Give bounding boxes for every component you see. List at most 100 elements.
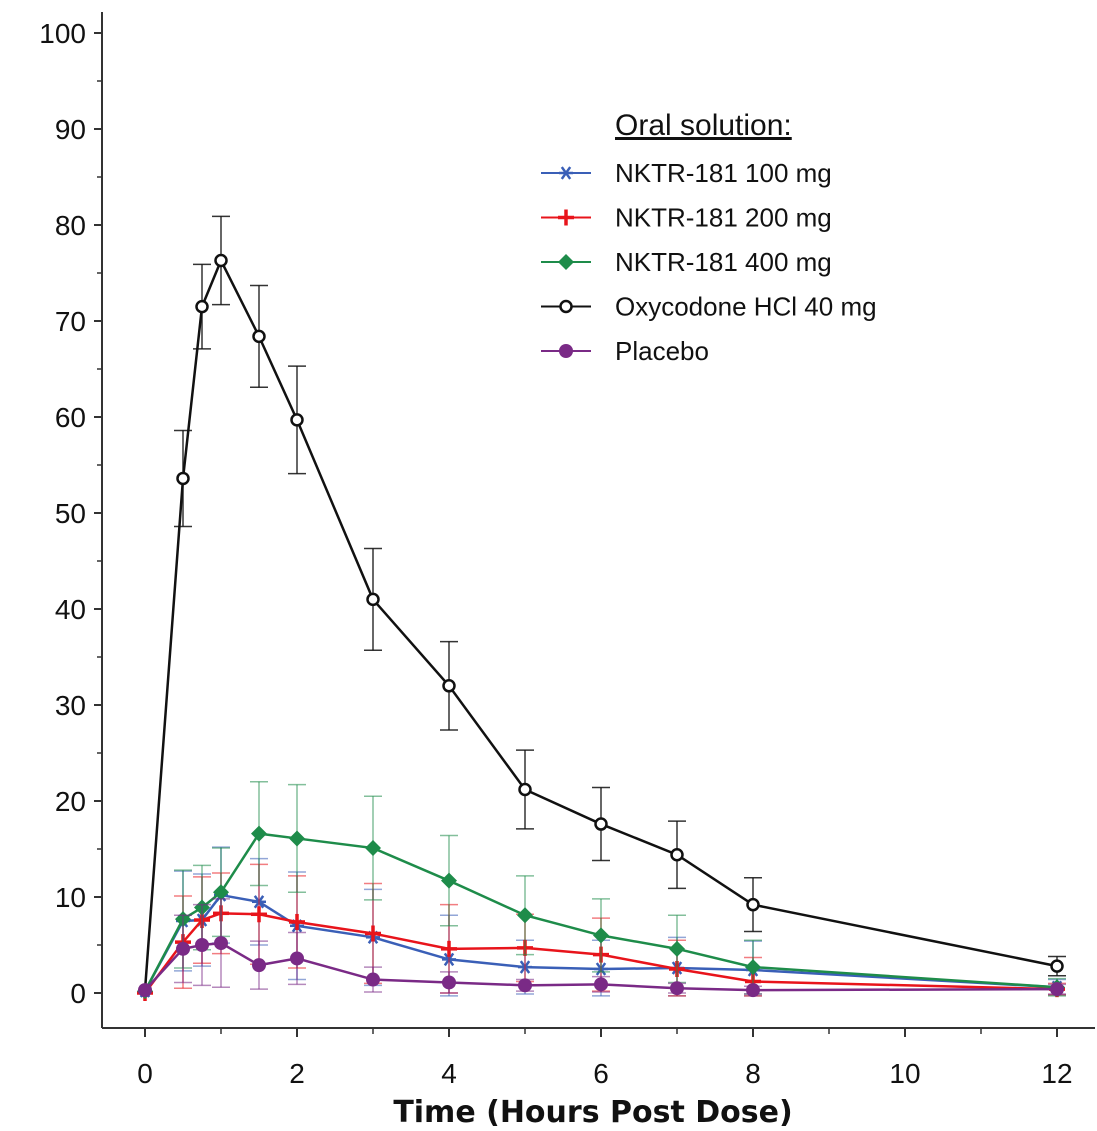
data-point	[593, 927, 609, 944]
y-tick-label: 0	[70, 978, 86, 1009]
marker-shape	[289, 830, 305, 847]
x-tick-label: 0	[137, 1058, 153, 1089]
data-point	[594, 977, 608, 992]
marker-shape	[138, 983, 152, 998]
legend-item: NKTR-181 200 mg	[541, 203, 832, 233]
data-point	[442, 679, 456, 693]
series-line	[143, 257, 1058, 991]
series-4	[138, 898, 1066, 998]
data-point	[176, 941, 190, 956]
data-point	[214, 253, 228, 268]
data-point	[252, 958, 266, 973]
legend-label: Placebo	[615, 336, 709, 366]
legend-item: Placebo	[541, 336, 709, 366]
marker-shape	[594, 817, 608, 831]
marker-shape	[195, 938, 209, 952]
x-tick-label: 6	[593, 1058, 609, 1089]
marker-shape	[745, 959, 761, 976]
data-point	[251, 825, 267, 842]
legend: Oral solution: NKTR-181 100 mg NKTR-181 2…	[541, 109, 877, 366]
marker-shape	[670, 981, 684, 996]
data-point	[518, 978, 532, 993]
legend-label: Oxycodone HCl 40 mg	[615, 292, 877, 322]
data-point	[746, 897, 760, 912]
data-point	[195, 299, 209, 314]
y-tick-label: 100	[39, 18, 86, 49]
marker-shape	[441, 872, 457, 889]
legend-item: Oxycodone HCl 40 mg	[541, 292, 877, 322]
marker-shape	[176, 941, 190, 956]
axes	[101, 12, 1095, 1029]
marker-shape	[251, 825, 267, 842]
data-point	[1050, 959, 1064, 973]
y-tick-label: 50	[55, 498, 86, 529]
marker-shape	[1050, 982, 1064, 997]
data-point	[138, 983, 152, 998]
marker-shape	[214, 936, 228, 951]
marker-shape	[252, 329, 266, 344]
marker-shape	[442, 679, 456, 693]
marker-shape	[366, 972, 380, 987]
data-point	[670, 981, 684, 996]
data-point	[517, 907, 533, 924]
y-tick-label: 70	[55, 306, 86, 337]
marker-shape	[290, 951, 304, 966]
legend-marker	[558, 209, 574, 226]
x-tick-label: 10	[889, 1058, 920, 1089]
marker-shape	[442, 975, 456, 990]
data-point	[195, 938, 209, 952]
x-tick-label: 12	[1041, 1058, 1072, 1089]
data-point	[176, 471, 190, 486]
data-point	[251, 906, 267, 923]
y-tick-label: 10	[55, 882, 86, 913]
data-point	[1050, 982, 1064, 997]
marker-shape	[517, 907, 533, 924]
legend-marker	[559, 344, 573, 358]
marker-shape	[594, 977, 608, 992]
y-ticks: 0 10 20 30 40 50 60 70 80 90 100	[39, 18, 102, 1009]
series-layer	[137, 215, 1066, 1001]
data-point	[442, 975, 456, 990]
marker-shape	[176, 471, 190, 486]
marker-shape	[1050, 959, 1064, 973]
marker-shape	[518, 782, 532, 797]
data-point	[289, 913, 305, 930]
y-tick-label: 90	[55, 114, 86, 145]
legend-marker	[559, 166, 573, 180]
marker-shape	[746, 983, 760, 998]
legend-item: NKTR-181 400 mg	[541, 247, 832, 277]
legend-label: NKTR-181 200 mg	[615, 203, 832, 233]
legend-label: NKTR-181 100 mg	[615, 158, 832, 188]
data-point	[366, 592, 380, 607]
marker-shape	[593, 927, 609, 944]
marker-shape	[214, 253, 228, 268]
y-tick-label: 30	[55, 690, 86, 721]
series-3	[138, 215, 1066, 997]
data-point	[745, 959, 761, 976]
legend-items: NKTR-181 100 mg NKTR-181 200 mg NKTR-181 4…	[541, 158, 877, 366]
marker-shape	[366, 592, 380, 607]
data-point	[518, 782, 532, 797]
y-tick-label: 80	[55, 210, 86, 241]
marker-shape	[558, 254, 574, 270]
data-point	[365, 840, 381, 857]
x-ticks: 0 2 4 6 8 10 12	[137, 1028, 1073, 1089]
data-point	[366, 972, 380, 987]
x-tick-label: 4	[441, 1058, 457, 1089]
marker-shape	[559, 299, 573, 314]
x-tick-label: 2	[289, 1058, 305, 1089]
data-point	[252, 329, 266, 344]
data-point	[289, 830, 305, 847]
legend-label: NKTR-181 400 mg	[615, 247, 832, 277]
data-point	[670, 848, 684, 862]
x-axis-label: Time (Hours Post Dose)	[393, 1095, 792, 1130]
legend-title: Oral solution:	[615, 109, 792, 142]
marker-shape	[670, 848, 684, 862]
marker-shape	[669, 940, 685, 957]
data-point	[290, 951, 304, 966]
data-point	[746, 983, 760, 998]
marker-shape	[195, 299, 209, 314]
data-point	[669, 940, 685, 957]
marker-shape	[518, 978, 532, 993]
